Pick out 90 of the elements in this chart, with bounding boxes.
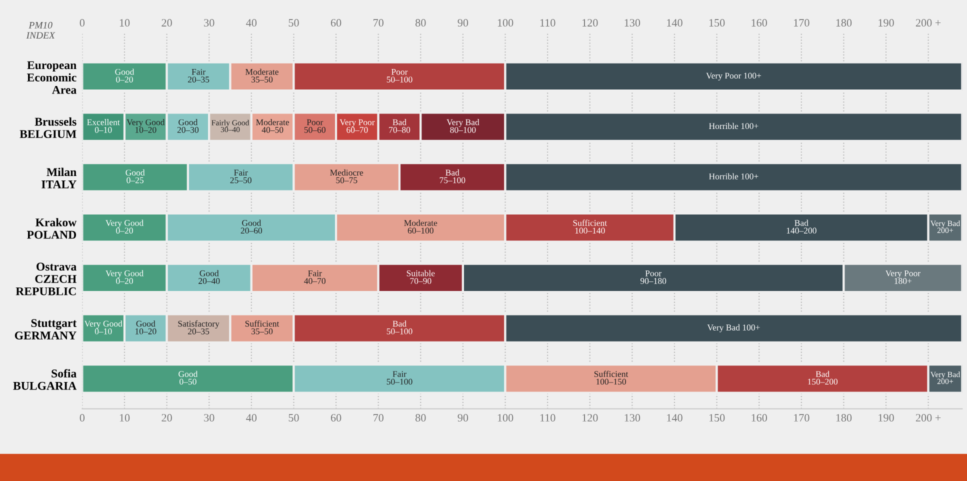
y-tick-label: Brussels BELGIUM [20, 117, 76, 138]
x2-tick-label: 190 [878, 19, 894, 27]
y-tick-label: Milan ITALY [42, 168, 76, 188]
x-tick-label: 40 [246, 414, 257, 422]
data-label: Sufficient 100–140 [573, 220, 607, 234]
data-label: Poor 50–100 [386, 69, 412, 82]
x2-tick-label: 60 [330, 19, 342, 27]
x2-tick-label: 40 [246, 19, 257, 27]
x-tick-label: 20 [162, 414, 172, 422]
data-label: Horrible 100+ [709, 173, 758, 180]
x2-tick-label: 10 [120, 19, 130, 27]
data-label: Very Poor 100+ [706, 72, 762, 80]
text: PM10 INDEX [26, 22, 56, 39]
x2-tick-label: 30 [204, 19, 214, 27]
data-label: Fair 25–50 [230, 170, 252, 184]
x2-tick-label: 170 [794, 19, 810, 27]
x-tick-label: 150 [709, 414, 725, 422]
y-tick-label: European Economic Area [27, 61, 76, 94]
data-label: Moderate 35–50 [245, 68, 278, 82]
data-label: Moderate 60–100 [404, 220, 438, 234]
x-tick-label: 200 + [916, 414, 941, 422]
data-label: Sufficient 35–50 [245, 320, 280, 334]
x-tick-label: 0 [80, 414, 85, 422]
x2-tick-label: 20 [162, 19, 172, 27]
x2-tick-label: 200 + [916, 19, 941, 27]
data-label: Sufficient 100–150 [594, 370, 628, 385]
x-tick-label: 60 [330, 414, 342, 422]
x-tick-label: 180 [836, 414, 852, 422]
x2-tick-label: 50 [288, 19, 299, 27]
x2-tick-label: 160 [752, 19, 768, 27]
x2-tick-label: 0 [80, 19, 85, 27]
x-tick-label: 170 [794, 414, 810, 422]
data-label: Bad 150–200 [808, 370, 838, 385]
data-label: Good 20–60 [240, 220, 262, 234]
x-tick-label: 160 [752, 414, 768, 422]
y-tick-label: Ostrava CZECH REPUBLIC [16, 262, 76, 296]
x2-tick-label: 120 [582, 19, 598, 27]
data-label: Fair 40–70 [304, 270, 326, 284]
data-label: Very Good 0–20 [106, 220, 144, 234]
x2-tick-label: 110 [540, 19, 556, 27]
data-label: Very Poor 60–70 [340, 119, 375, 133]
x-tick-label: 120 [582, 414, 598, 422]
x-tick-label: 50 [288, 414, 299, 422]
x2-tick-label: 80 [416, 19, 426, 27]
x-tick-label: 190 [878, 414, 894, 422]
x-tick-label: 70 [374, 414, 384, 422]
data-label: Very Bad 80–100 [446, 119, 480, 133]
data-label: Satisfactory 20–35 [178, 320, 220, 334]
y-tick-label: Sofia BULGARIA [13, 369, 77, 390]
data-label: Bad 75–100 [440, 169, 466, 184]
x2-tick-label: 130 [624, 19, 640, 27]
x-tick-label: 90 [458, 414, 468, 422]
data-label: Good 0–50 [178, 370, 198, 385]
x2-tick-label: 140 [667, 19, 682, 27]
data-label: Good 20–30 [177, 119, 199, 133]
data-label: Horrible 100+ [709, 122, 758, 130]
x-tick-label: 140 [667, 414, 682, 422]
x-tick-label: 130 [624, 414, 640, 422]
x2-tick-label: 150 [709, 19, 725, 27]
data-label: Mediocre 50–75 [330, 169, 364, 184]
data-label: Very Good 10–20 [126, 119, 165, 133]
data-label: Good 20–40 [198, 270, 220, 284]
x-tick-label: 10 [120, 414, 130, 422]
data-label: Bad 70–80 [389, 119, 410, 133]
y-tick-label: Krakow POLAND [26, 218, 77, 239]
data-label: Fair 50–100 [386, 371, 412, 385]
data-label: Very Good 0–10 [84, 320, 122, 334]
data-label: Very Bad 100+ [707, 324, 760, 332]
data-label: Very Good 0–20 [106, 270, 144, 284]
data-label: Excellent 0–10 [87, 119, 120, 133]
data-label: Moderate 40–50 [256, 119, 290, 133]
data-label: Suitable 70–90 [406, 270, 435, 284]
x2-tick-label: 70 [374, 19, 384, 27]
x2-tick-label: 100 [498, 19, 514, 27]
x2-tick-label: 90 [458, 19, 468, 27]
data-label: Fair 20–35 [188, 68, 210, 82]
x-tick-label: 80 [416, 414, 426, 422]
x-tick-label: 30 [204, 414, 214, 422]
data-label: Poor 90–180 [640, 270, 666, 284]
data-label: Bad 50–100 [386, 320, 412, 334]
data-label: Poor 50–60 [304, 119, 326, 133]
data-label: Bad 140–200 [786, 220, 816, 234]
x-tick-label: 100 [498, 414, 514, 422]
x2-tick-label: 180 [836, 19, 852, 27]
data-label: Very Poor 180+ [885, 270, 920, 284]
x-tick-label: 110 [540, 414, 556, 422]
y-tick-label: Stuttgart GERMANY [14, 319, 77, 340]
data-label: Good 0–25 [126, 169, 145, 184]
data-label: Good 10–20 [135, 320, 156, 334]
data-label: Good 0–20 [115, 68, 134, 82]
